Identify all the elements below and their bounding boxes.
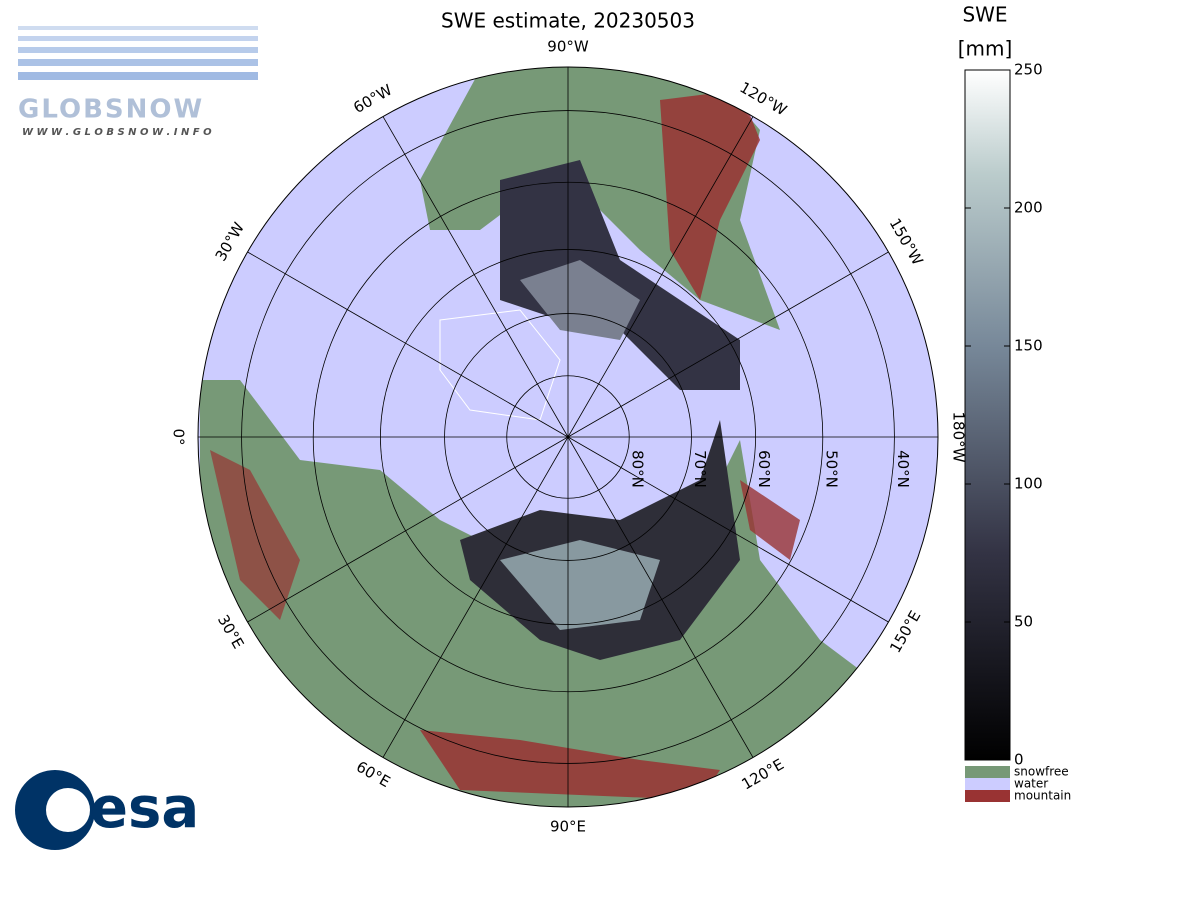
longitude-label: 30°W xyxy=(212,219,248,264)
colorbar-unit: [mm] xyxy=(958,37,1013,61)
longitude-label: 30°E xyxy=(214,612,248,652)
legend-swatch xyxy=(965,790,1010,802)
meridian xyxy=(247,251,569,438)
globsnow-text: GLOBSNOW xyxy=(18,95,204,125)
legend-label: water xyxy=(1014,777,1048,791)
latitude-label: 50°N xyxy=(822,450,840,488)
latitude-label: 80°N xyxy=(629,450,647,488)
latitude-label: 60°N xyxy=(755,450,773,488)
longitude-label: 60°E xyxy=(353,758,393,792)
latitude-label: 70°N xyxy=(691,450,709,488)
globsnow-logo: GLOBSNOW W W W . G L O B S N O W . I N F… xyxy=(18,26,258,138)
map-title: SWE estimate, 20230503 xyxy=(441,9,695,33)
colorbar-tick-label: 250 xyxy=(1014,61,1043,79)
legend-label: snowfree xyxy=(1014,765,1069,779)
meridian xyxy=(382,116,569,438)
esa-logo: esa xyxy=(15,770,199,850)
colorbar-tick-label: 0 xyxy=(1014,751,1024,769)
colorbar xyxy=(964,69,1011,761)
longitude-label: 90°W xyxy=(547,38,589,56)
meridian xyxy=(567,116,754,438)
legend-label: mountain xyxy=(1014,789,1071,803)
longitude-label: 0° xyxy=(170,428,188,445)
colorbar-tick-label: 100 xyxy=(1014,475,1043,493)
latitude-label: 40°N xyxy=(894,450,912,488)
meridian xyxy=(247,436,569,623)
esa-text: esa xyxy=(90,776,199,841)
colorbar-tick-label: 200 xyxy=(1014,199,1043,217)
meridian xyxy=(382,436,569,758)
meridian xyxy=(567,436,754,758)
colorbar-tick-label: 50 xyxy=(1014,613,1033,631)
globsnow-url: W W W . G L O B S N O W . I N F O xyxy=(22,127,212,138)
colorbar-title: SWE xyxy=(962,3,1007,27)
legend-swatch xyxy=(965,778,1010,790)
longitude-label: 180°W xyxy=(950,412,968,463)
meridian xyxy=(567,436,889,623)
meridian xyxy=(567,251,889,438)
legend-swatch xyxy=(965,766,1010,778)
longitude-label: 90°E xyxy=(550,818,586,836)
longitude-label: 60°W xyxy=(350,81,395,117)
colorbar-tick-label: 150 xyxy=(1014,337,1043,355)
